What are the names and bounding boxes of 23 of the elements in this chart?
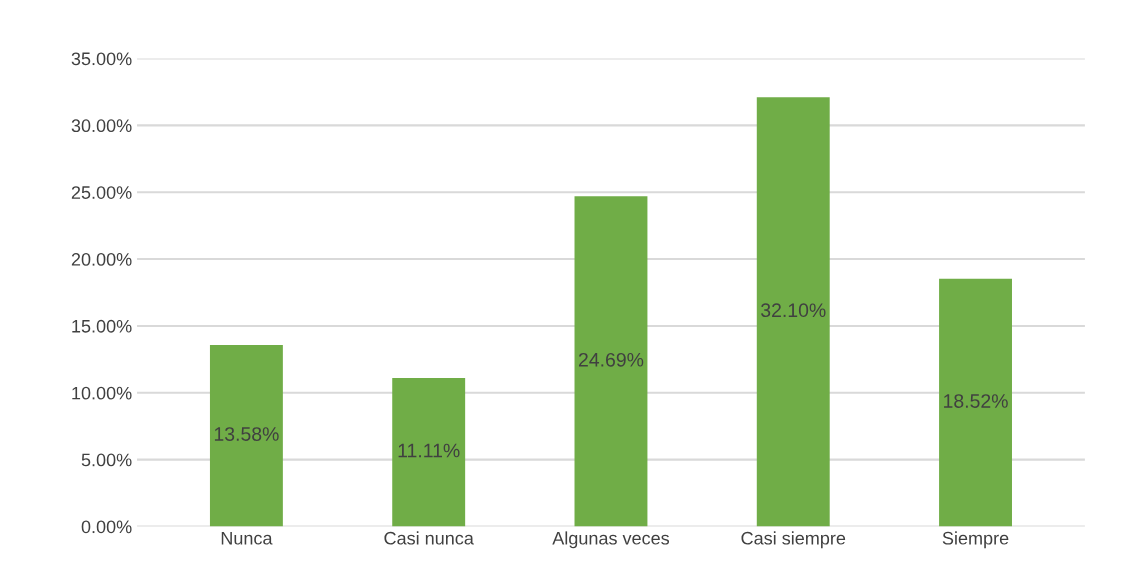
data-label: 24.69%: [578, 352, 644, 367]
y-tick-label: 0.00%: [81, 520, 132, 534]
x-tick-label: Nunca: [221, 532, 273, 545]
y-tick-label: 5.00%: [81, 453, 132, 467]
data-label: 18.52%: [944, 394, 1008, 408]
x-tick-label: Algunas veces: [552, 531, 670, 549]
x-tick-label: Siempre: [942, 531, 1009, 549]
bar: [756, 97, 830, 527]
x-tick-label: Casi nunca: [384, 531, 474, 545]
data-label: 13.58%: [214, 427, 279, 441]
data-label: 11.11%: [398, 443, 460, 458]
data-label: 32.10%: [761, 303, 826, 318]
bar: [392, 377, 466, 527]
y-tick-label: 35.00%: [71, 52, 132, 66]
x-tick-label: Casi siempre: [741, 531, 846, 549]
y-tick-label: 20.00%: [71, 253, 132, 266]
bar: [939, 278, 1012, 527]
y-tick-label: 10.00%: [72, 386, 132, 400]
bar: [574, 196, 648, 527]
bar: [209, 344, 283, 527]
y-tick-label: 15.00%: [72, 319, 132, 333]
y-tick-label: 30.00%: [71, 119, 132, 133]
y-tick-label: 25.00%: [71, 186, 132, 199]
